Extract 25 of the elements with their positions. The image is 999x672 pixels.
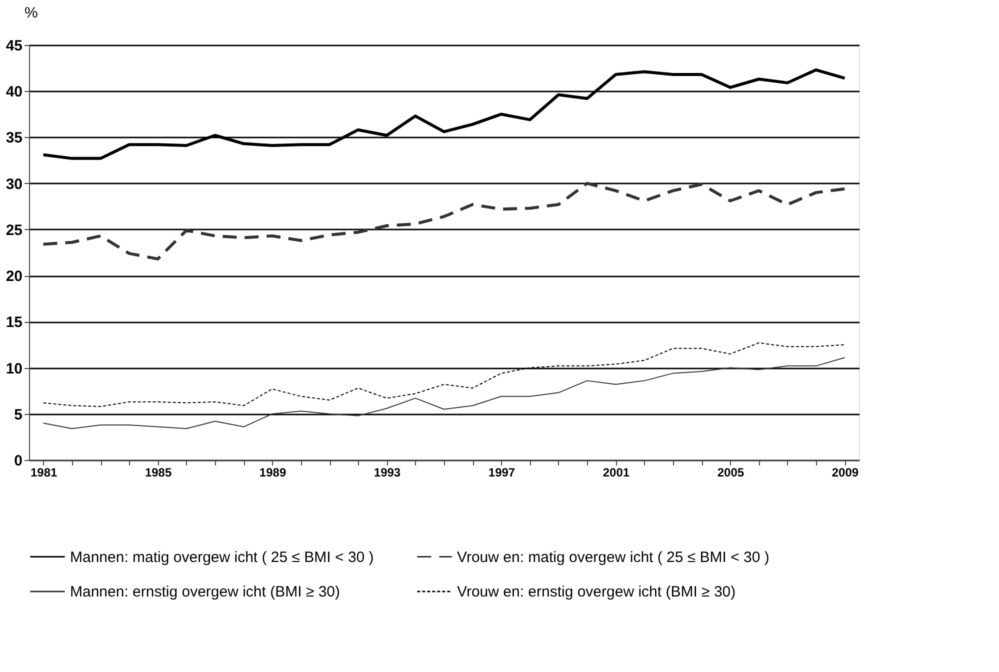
y-tick-label: 45 <box>6 38 22 54</box>
line-series <box>42 357 846 430</box>
y-tick-label: 25 <box>6 222 22 239</box>
y-tick-label: 40 <box>6 84 22 101</box>
y-tick-label: 30 <box>6 176 22 193</box>
y-tick-label: 20 <box>6 268 22 286</box>
y-tick-label: 15 <box>6 314 22 332</box>
x-tick-label: 2001 <box>602 466 630 480</box>
line-series <box>42 182 846 260</box>
x-tick-label: 1985 <box>144 466 172 480</box>
x-tick-label: 1993 <box>374 466 401 480</box>
x-tick-label: 1989 <box>259 466 286 480</box>
y-axis-title: % <box>24 4 38 22</box>
legend-label: Vrouw en: ernstig overgew icht (BMI ≥ 30) <box>457 584 736 600</box>
y-tick-label: 35 <box>6 130 22 147</box>
x-tick-label: 1981 <box>30 466 58 480</box>
x-tick-label: 2009 <box>832 466 859 480</box>
y-tick-label: 5 <box>14 406 22 424</box>
legend-label: Mannen: matig overgew icht ( 25 ≤ BMI < 30 ) <box>70 548 374 566</box>
x-tick-label: 1997 <box>488 466 516 480</box>
x-tick-label: 2005 <box>717 466 744 480</box>
y-tick-label: 10 <box>6 360 22 378</box>
y-tick-label: 0 <box>14 452 22 470</box>
legend-label: Mannen: ernstig overgew icht (BMI ≥ 30) <box>70 584 340 600</box>
legend-label: Vrouw en: matig overgew icht ( 25 ≤ BMI < 30 ) <box>457 548 770 566</box>
